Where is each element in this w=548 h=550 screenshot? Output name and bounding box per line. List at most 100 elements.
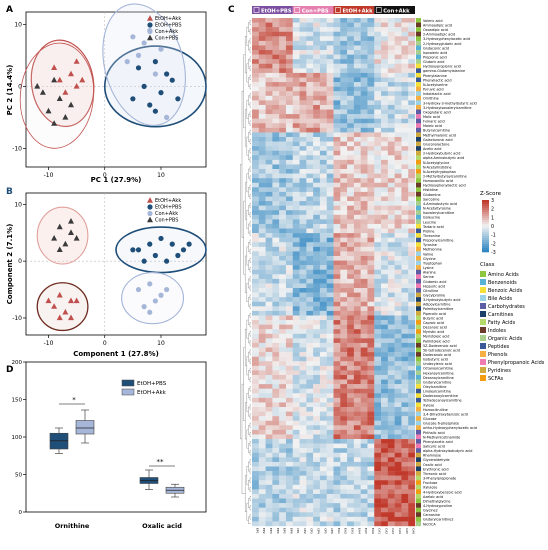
heatmap-cell	[279, 320, 287, 325]
heatmap-cell	[333, 489, 341, 495]
group-bar-segment	[252, 6, 293, 14]
heatmap-cell	[306, 439, 314, 444]
heatmap-cell	[265, 100, 273, 106]
heatmap-cell	[333, 100, 341, 106]
class-swatch	[480, 335, 486, 341]
row-label: 3-Hydroxybutyric acid	[423, 298, 460, 302]
heatmap-cell	[299, 146, 307, 151]
heatmap-cell	[381, 342, 389, 348]
heatmap-cell	[306, 503, 314, 508]
heatmap-cell	[285, 297, 293, 302]
heatmap-cell	[319, 104, 327, 110]
heatmap-cell	[408, 50, 416, 55]
heatmap-cell	[326, 283, 334, 289]
heatmap-cell	[360, 379, 368, 385]
heatmap-cell	[252, 136, 259, 142]
heatmap-cell	[252, 461, 259, 467]
heatmap-cell	[367, 516, 375, 522]
heatmap-cell	[360, 274, 368, 280]
heatmap-cell	[299, 338, 307, 344]
heatmap-cell	[279, 127, 287, 133]
heatmap-cell	[313, 342, 321, 348]
heatmap-cell	[387, 310, 395, 316]
heatmap-cell	[265, 242, 273, 248]
heatmap-cell	[252, 114, 259, 119]
dendrogram-branch	[249, 422, 251, 428]
heatmap-cell	[340, 233, 348, 238]
heatmap-cell	[306, 68, 314, 74]
data-point	[73, 297, 80, 304]
heatmap-cell	[265, 146, 273, 151]
heatmap-cell	[360, 301, 368, 307]
heatmap-cell	[306, 420, 314, 426]
heatmap-cell	[299, 384, 307, 389]
heatmap-cell	[353, 521, 361, 527]
class-cell	[416, 461, 421, 467]
heatmap-cell	[252, 521, 259, 527]
heatmap-cell	[347, 420, 355, 426]
heatmap-cell	[299, 118, 307, 124]
heatmap-cell	[347, 274, 355, 280]
heatmap-cell	[258, 420, 266, 426]
heatmap-cell	[292, 31, 300, 37]
heatmap-cell	[258, 512, 266, 518]
heatmap-cell	[285, 242, 293, 248]
class-cell	[416, 310, 421, 316]
heatmap-cell	[408, 223, 416, 229]
heatmap-cell	[326, 338, 334, 344]
heatmap-cell	[326, 233, 334, 238]
heatmap-cell	[387, 82, 395, 87]
heatmap-cell	[387, 36, 395, 42]
zscore-gradient-step	[482, 238, 489, 241]
heatmap-cell	[326, 301, 334, 307]
heatmap-cell	[272, 324, 280, 330]
heatmap-cell	[353, 210, 361, 215]
heatmap-cell	[401, 457, 409, 463]
heatmap-cell	[347, 77, 355, 83]
heatmap-cell	[394, 59, 402, 64]
heatmap-cell	[394, 118, 402, 124]
heatmap-cell	[333, 484, 341, 490]
heatmap-cell	[367, 320, 375, 325]
heatmap-cell	[347, 91, 355, 97]
heatmap-cell	[401, 77, 409, 83]
heatmap-cell	[381, 178, 389, 183]
heatmap-cell	[360, 480, 368, 486]
heatmap-cell	[387, 425, 395, 431]
heatmap-cell	[381, 18, 389, 23]
heatmap-cell	[319, 429, 327, 435]
heatmap-cell	[408, 338, 416, 344]
heatmap-cell	[313, 402, 321, 408]
heatmap-cell	[326, 114, 334, 119]
row-label: Rhamnose	[423, 454, 441, 458]
dendrogram-branch	[249, 102, 251, 108]
data-point	[152, 108, 158, 114]
heatmap-cell	[326, 374, 334, 380]
heatmap-cell	[347, 18, 355, 23]
heatmap-cell	[292, 150, 300, 156]
heatmap-cell	[272, 59, 280, 64]
heatmap-cell	[292, 379, 300, 385]
heatmap-cell	[313, 475, 321, 481]
heatmap-cell	[387, 242, 395, 248]
heatmap-cell	[285, 365, 293, 371]
heatmap-cell	[381, 402, 389, 408]
heatmap-cell	[252, 40, 259, 46]
heatmap-cell	[285, 503, 293, 508]
heatmap-cell	[285, 466, 293, 472]
heatmap-cell	[381, 164, 389, 170]
heatmap-cell	[326, 104, 334, 110]
heatmap-cell	[353, 59, 361, 64]
heatmap-cell	[401, 370, 409, 376]
dendrogram-branch	[249, 93, 251, 99]
heatmap-cell	[408, 86, 416, 92]
heatmap-cell	[306, 104, 314, 110]
heatmap-cell	[292, 118, 300, 124]
heatmap-cell	[408, 127, 416, 133]
zscore-gradient-step	[482, 240, 489, 243]
class-cell	[416, 127, 421, 133]
row-label: Xylulose	[423, 486, 437, 490]
heatmap-cell	[381, 72, 389, 78]
heatmap-cell	[353, 187, 361, 193]
